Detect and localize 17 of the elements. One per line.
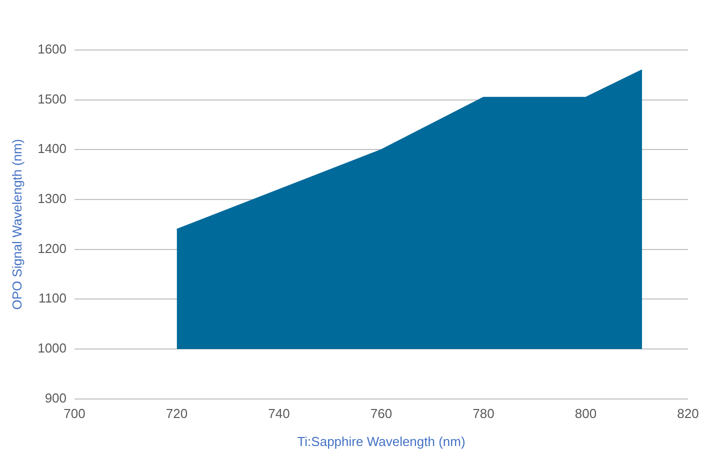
x-tick-label: 740 (268, 406, 290, 422)
y-tick-label: 1500 (38, 91, 67, 106)
y-tick-label: 1400 (38, 141, 67, 156)
x-tick-label: 760 (370, 406, 392, 422)
x-tick-label: 700 (64, 406, 86, 422)
x-tick-label: 720 (166, 406, 188, 422)
x-tick-label: 820 (677, 406, 699, 422)
x-tick-label: 800 (574, 406, 597, 422)
y-axis-title: OPO Signal Wavelength (nm) (9, 139, 24, 310)
y-tick-label: 1100 (38, 290, 67, 306)
y-tick-label: 1300 (38, 191, 67, 206)
y-tick-label: 1000 (38, 340, 67, 356)
x-tick-label: 780 (472, 406, 494, 422)
y-tick-label: 1200 (38, 240, 67, 256)
x-axis-title: Ti:Sapphire Wavelength (nm) (297, 434, 466, 449)
y-tick-label: 1600 (38, 42, 67, 57)
y-tick-label: 900 (44, 390, 67, 406)
